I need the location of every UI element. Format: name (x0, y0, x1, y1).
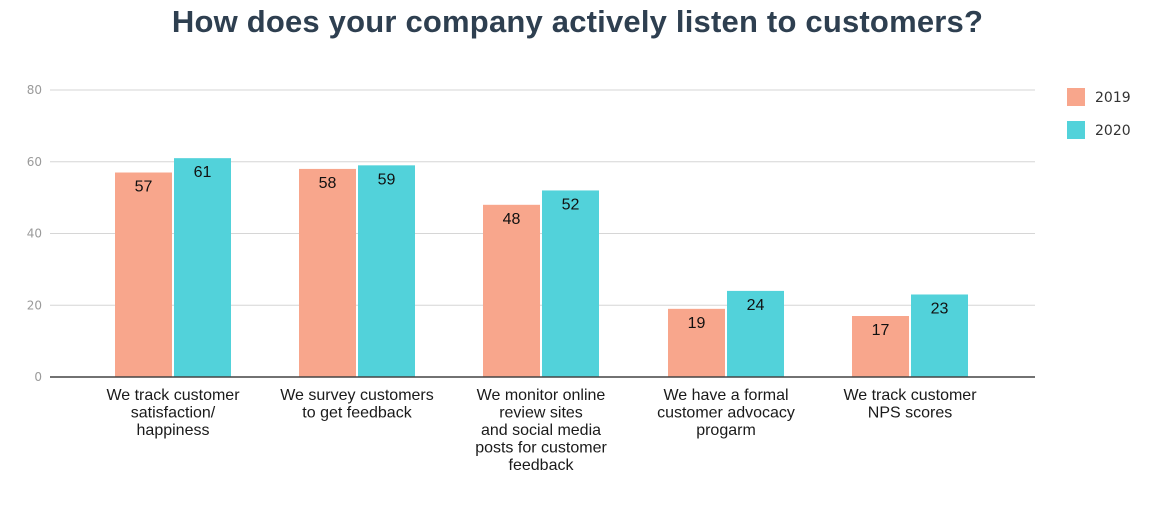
legend-label-2019[interactable]: 2019 (1095, 90, 1131, 106)
x-category-line: to get feedback (302, 405, 412, 422)
data-label-2020-5: 23 (931, 300, 949, 317)
x-category-label: We survey customers to get feedback (280, 387, 434, 422)
x-category-line: posts for customer (475, 440, 607, 457)
x-category-line: feedback (509, 457, 575, 474)
bar-2020-3[interactable] (542, 190, 599, 377)
legend-swatch-2020[interactable] (1067, 121, 1085, 139)
bars (115, 158, 968, 377)
x-category-line: We survey customers (280, 387, 434, 404)
x-category-line: and social media (481, 422, 601, 439)
bar-2019-1[interactable] (115, 172, 172, 377)
bar-2020-2[interactable] (358, 165, 415, 377)
y-axis-ticks: 0 20 40 60 80 (27, 83, 42, 384)
data-label-2019-4: 19 (688, 315, 706, 332)
x-category-line: happiness (137, 422, 210, 439)
x-category-label: We monitor online review sites and social … (475, 387, 607, 474)
x-category-line: We monitor online (477, 387, 606, 404)
data-label-2020-1: 61 (194, 164, 212, 181)
bar-2019-4[interactable] (668, 308, 725, 377)
x-category-label: We track customer NPS scores (843, 387, 977, 422)
x-category-label: We track customer satisfaction/happiness (106, 387, 240, 439)
data-label-2019-5: 17 (872, 322, 890, 339)
data-label-2020-4: 24 (747, 297, 765, 314)
bar-2020-5[interactable] (911, 294, 968, 377)
x-category-line: satisfaction/ (131, 405, 216, 422)
y-tick-label: 60 (27, 155, 42, 169)
x-category-line: NPS scores (868, 405, 952, 422)
y-tick-label: 0 (34, 370, 42, 384)
bar-2020-1[interactable] (174, 158, 231, 377)
x-category-line: progarm (696, 422, 756, 439)
bar-2019-5[interactable] (852, 316, 909, 377)
data-label-2020-3: 52 (562, 196, 580, 213)
bar-2019-3[interactable] (483, 204, 540, 377)
y-tick-label: 80 (27, 83, 42, 97)
bar-2020-4[interactable] (727, 290, 784, 377)
data-label-2020-2: 59 (378, 171, 396, 188)
y-tick-label: 40 (27, 227, 42, 241)
legend-label-2020[interactable]: 2020 (1095, 123, 1131, 139)
x-category-line: review sites (499, 405, 583, 422)
bar-2019-2[interactable] (299, 168, 356, 377)
legend[interactable]: 2019 2020 (1067, 88, 1131, 139)
data-label-2019-2: 58 (319, 175, 337, 192)
x-category-line: customer advocacy (657, 405, 795, 422)
x-category-line: We track customer (843, 387, 977, 404)
category-labels: We track customer satisfaction/happinessW… (106, 387, 977, 474)
chart-title: How does your company actively listen to… (171, 4, 984, 39)
x-category-label: We have a formal customer advocacy progarm (657, 387, 795, 439)
data-label-2019-3: 48 (503, 211, 521, 228)
x-category-line: We have a formal (663, 387, 788, 404)
y-tick-label: 20 (27, 298, 42, 312)
data-label-2019-1: 57 (135, 179, 153, 196)
x-category-line: We track customer (106, 387, 240, 404)
data-labels: 57 58 48 19 17 61 59 52 24 23 (135, 164, 949, 339)
legend-swatch-2019[interactable] (1067, 88, 1085, 106)
